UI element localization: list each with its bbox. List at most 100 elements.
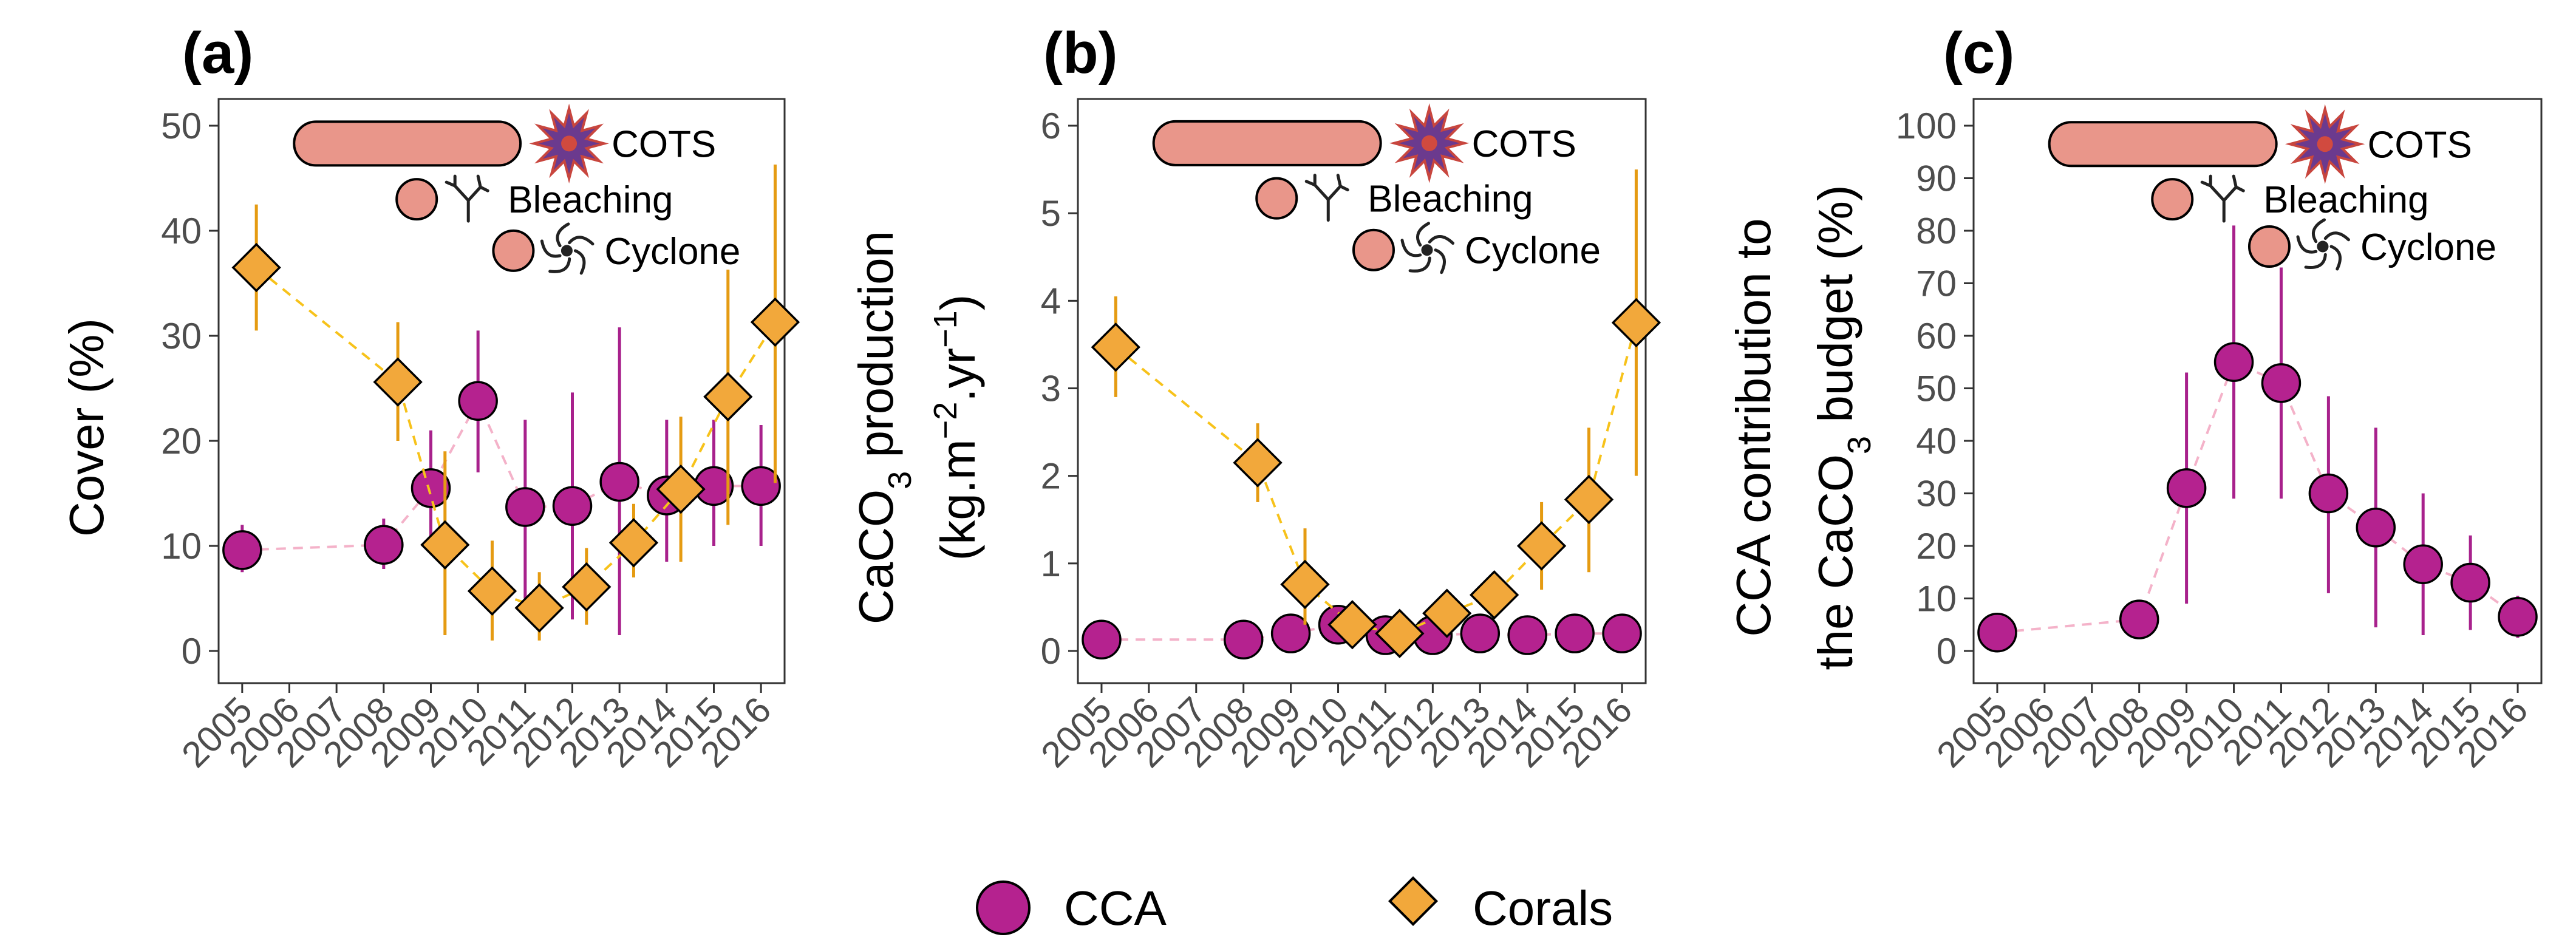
y-tick-label: 50: [161, 106, 202, 146]
cyclone-arm: [1428, 235, 1454, 245]
y-tick-label: 100: [1896, 106, 1957, 146]
cca-point: [411, 468, 451, 508]
cyclone-arm: [568, 236, 595, 246]
plot-frame-b: [1077, 98, 1647, 684]
cyclone-event-marker: [492, 229, 535, 272]
cca-point: [2119, 599, 2159, 639]
corals-trend-line: [1115, 322, 1638, 635]
y-tick-label: 30: [161, 316, 202, 356]
panel-c: (c) CCA contribution to the CaCO3 budget…: [1726, 21, 2543, 775]
y-axis-label-b-line1: CaCO3 production: [849, 231, 918, 624]
cyclone-event-marker: [1352, 228, 1395, 271]
corals-point: [562, 562, 612, 612]
cyclone-eye: [561, 245, 573, 257]
cots-label: COTS: [1472, 123, 1576, 165]
corals-point: [1422, 588, 1472, 638]
cyclone-arm: [556, 222, 570, 248]
cca-point: [2498, 597, 2538, 637]
y-axis-label-c-line1: CCA contribution to: [1726, 218, 1780, 636]
cca-point: [599, 461, 639, 502]
cca-point: [458, 381, 498, 421]
bleaching-label: Bleaching: [2263, 179, 2428, 221]
cyclone-arm: [1400, 239, 1422, 257]
cyclone-icon: [1400, 222, 1454, 274]
cyclone-arm: [2329, 245, 2342, 271]
cyclone-eye: [1421, 244, 1433, 256]
cyclone-eye: [2317, 240, 2329, 253]
y-tick-label: 6: [1041, 106, 1061, 146]
cyclone-arm: [573, 249, 586, 275]
corals-point: [1091, 322, 1140, 372]
cots-starfish-icon: [2285, 104, 2365, 185]
cca-point: [2403, 544, 2443, 585]
cca-point: [1270, 613, 1311, 653]
cca-point: [364, 525, 404, 565]
corals-point: [420, 520, 470, 570]
y-tick-label: 5: [1041, 193, 1061, 234]
cca-point: [222, 530, 262, 570]
cyclone-arm: [2312, 218, 2326, 244]
y-tick-label: 80: [1916, 211, 1957, 251]
cca-point: [2261, 363, 2302, 403]
cyclone-icon: [540, 222, 595, 275]
cyclone-arm: [548, 257, 571, 273]
cyclone-arm: [1416, 222, 1430, 247]
legend-cca-label: CCA: [1064, 881, 1167, 935]
cyclone-arm: [2323, 231, 2350, 242]
cca-point: [552, 486, 593, 526]
y-tick-label: 60: [1916, 316, 1957, 356]
cca-point: [1602, 613, 1642, 653]
y-tick-label: 50: [1916, 369, 1957, 409]
y-axis-label-c-line2: the CaCO3 budget (%): [1808, 185, 1878, 670]
legend: CCA Corals: [976, 876, 1613, 935]
panel-letter-b: (b): [1043, 21, 1118, 86]
cca-point: [1977, 612, 2017, 653]
cots-icon-center: [561, 135, 578, 152]
bleaching-event-marker: [2151, 178, 2194, 221]
y-tick-label: 0: [182, 631, 202, 672]
cyclone-event-marker: [2247, 225, 2291, 268]
cca-point: [1555, 613, 1595, 653]
y-tick-label: 30: [1916, 474, 1957, 514]
corals-point: [703, 372, 753, 421]
corals-point: [467, 566, 517, 616]
legend-corals-marker: [1388, 876, 1439, 927]
y-tick-label: 0: [1041, 631, 1061, 672]
bleached-coral-icon: [2200, 174, 2245, 223]
panel-a: (a) Cover (%) 01020304050200520062007200…: [60, 21, 800, 775]
bleaching-label: Bleaching: [1368, 179, 1533, 220]
cots-icon-center: [2317, 136, 2333, 152]
cots-duration-bar: [293, 120, 522, 167]
bleaching-label: Bleaching: [508, 179, 673, 221]
cca-point: [2213, 342, 2254, 382]
cots-starfish-icon: [529, 103, 609, 184]
cca-point: [741, 466, 781, 506]
bleached-coral-icon: [445, 174, 489, 223]
y-axis-label-b-line2: (kg.m−2.yr−1): [927, 295, 985, 561]
cots-starfish-icon: [1389, 103, 1470, 183]
cots-label: COTS: [2368, 124, 2472, 166]
cca-point: [2166, 468, 2207, 508]
cyclone-label: Cyclone: [2360, 226, 2496, 268]
bleaching-event-marker: [1255, 177, 1298, 220]
cyclone-label: Cyclone: [604, 231, 740, 273]
y-tick-label: 1: [1041, 543, 1061, 584]
corals-point: [608, 518, 659, 568]
y-axis-label-a: Cover (%): [60, 318, 114, 537]
y-tick-label: 40: [161, 211, 202, 251]
corals-point: [1327, 600, 1377, 650]
cyclone-arm: [1434, 248, 1446, 274]
cots-duration-bar: [2048, 121, 2278, 168]
cyclone-label: Cyclone: [1465, 230, 1601, 272]
cca-point: [1223, 619, 1264, 660]
cyclone-arm: [540, 239, 562, 258]
y-tick-label: 70: [1916, 264, 1957, 304]
corals-point: [514, 583, 564, 633]
corals-point: [1516, 521, 1567, 571]
cca-point: [1460, 613, 1501, 653]
cyclone-arm: [1408, 256, 1431, 273]
corals-point: [1611, 298, 1661, 348]
y-tick-label: 10: [1916, 579, 1957, 619]
y-tick-label: 4: [1041, 281, 1061, 321]
panel-letter-c: (c): [1943, 21, 2014, 86]
